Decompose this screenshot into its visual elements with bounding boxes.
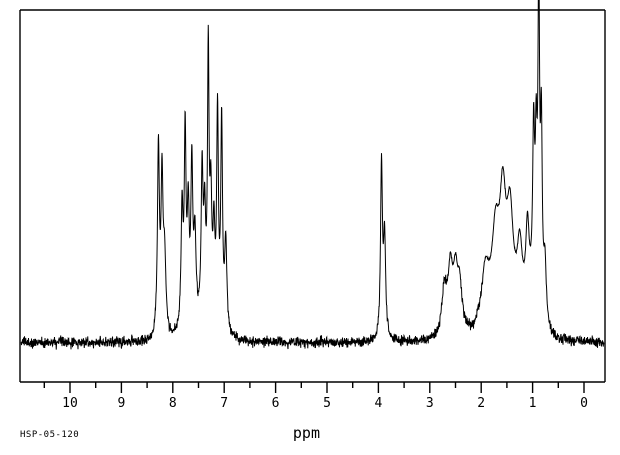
x-tick-label: 2	[477, 396, 486, 411]
x-tick-label: 8	[168, 396, 177, 411]
x-axis-title: ppm	[292, 424, 320, 442]
axis-ticks	[43, 382, 585, 393]
sample-id-label: HSP-05-120	[20, 430, 80, 440]
spectrum-trace	[20, 0, 605, 350]
x-tick-label: 9	[117, 396, 126, 411]
x-tick-label: 7	[220, 396, 229, 411]
x-tick-label: 0	[580, 396, 588, 411]
x-tick-label: 4	[374, 396, 383, 411]
x-tick-label: 1	[528, 396, 537, 411]
x-tick-label: 10	[62, 396, 78, 411]
x-tick-label: 3	[425, 396, 434, 411]
x-tick-label: 5	[323, 396, 331, 411]
x-tick-label: 6	[271, 396, 280, 411]
